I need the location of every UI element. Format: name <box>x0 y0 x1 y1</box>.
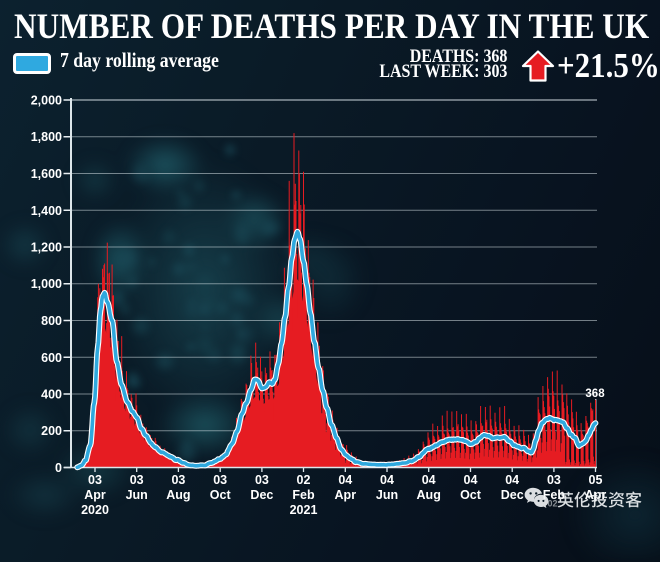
svg-text:04: 04 <box>464 473 478 487</box>
svg-text:02: 02 <box>548 499 558 509</box>
svg-text:200: 200 <box>41 424 62 438</box>
svg-text:03: 03 <box>171 473 185 487</box>
svg-text:0: 0 <box>55 461 62 475</box>
svg-text:03: 03 <box>88 473 102 487</box>
svg-text:1,600: 1,600 <box>31 167 62 181</box>
svg-text:600: 600 <box>41 351 62 365</box>
svg-text:2021: 2021 <box>290 503 318 517</box>
svg-text:1,800: 1,800 <box>31 130 62 144</box>
svg-text:2,000: 2,000 <box>31 94 62 108</box>
svg-text:03: 03 <box>547 473 561 487</box>
svg-text:Feb: Feb <box>292 488 315 502</box>
svg-text:Jun: Jun <box>126 488 148 502</box>
svg-text:800: 800 <box>41 314 62 328</box>
svg-text:Dec: Dec <box>250 488 273 502</box>
svg-text:368: 368 <box>585 388 605 400</box>
svg-text:Oct: Oct <box>210 488 232 502</box>
svg-text:03: 03 <box>130 473 144 487</box>
svg-text:2020: 2020 <box>81 503 109 517</box>
svg-text:Aug: Aug <box>166 488 190 502</box>
svg-text:400: 400 <box>41 388 62 402</box>
svg-text:Apr: Apr <box>335 488 357 502</box>
svg-text:04: 04 <box>422 473 436 487</box>
svg-text:04: 04 <box>338 473 352 487</box>
svg-text:04: 04 <box>380 473 394 487</box>
svg-text:02: 02 <box>297 473 311 487</box>
svg-text:Apr: Apr <box>84 488 106 502</box>
svg-text:Dec: Dec <box>501 488 524 502</box>
svg-text:04: 04 <box>505 473 519 487</box>
svg-text:1,200: 1,200 <box>31 241 62 255</box>
svg-text:1,400: 1,400 <box>31 204 62 218</box>
svg-text:03: 03 <box>213 473 227 487</box>
svg-text:05: 05 <box>589 473 603 487</box>
svg-text:Jun: Jun <box>376 488 398 502</box>
svg-text:1,000: 1,000 <box>31 277 62 291</box>
svg-text:Oct: Oct <box>460 488 482 502</box>
svg-text:Aug: Aug <box>417 488 441 502</box>
svg-text:03: 03 <box>255 473 269 487</box>
